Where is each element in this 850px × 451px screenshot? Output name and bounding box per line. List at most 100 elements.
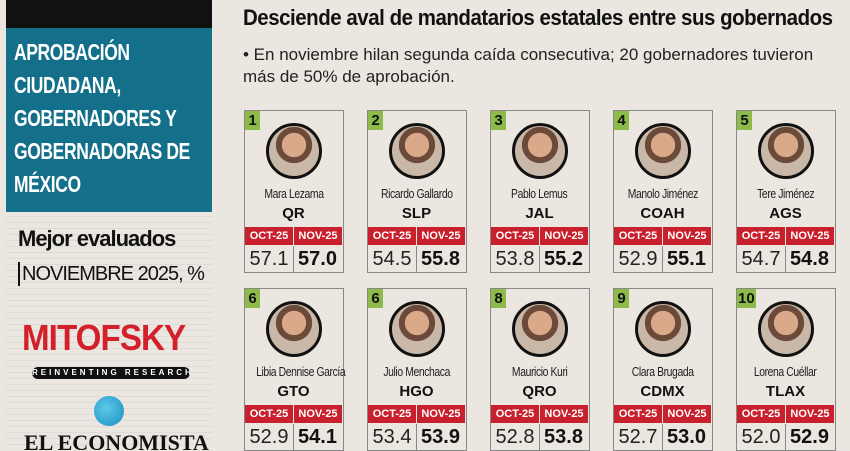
period: NOVIEMBRE 2025, % (18, 262, 205, 286)
governor-name: Manolo Jiménez (627, 186, 698, 201)
nov-value: 53.0 (662, 424, 710, 450)
governor-name-row: Libia Dennise García (245, 363, 346, 380)
avatar (266, 123, 322, 179)
oct-value: 54.5 (372, 248, 412, 270)
rank-badge: 8 (491, 289, 506, 308)
sidebar: APROBACIÓN CIUDADANA, GOBERNADORES Y GOB… (6, 0, 212, 450)
nov-header: NOV-25 (294, 227, 342, 245)
oct-value: 53.4 (372, 426, 412, 448)
avatar (389, 301, 445, 357)
oct-header: OCT-25 (614, 227, 662, 245)
avatar (512, 301, 568, 357)
nov-header: NOV-25 (294, 405, 342, 423)
governor-name-row: Clara Brugada (614, 363, 711, 380)
oct-value: 57.1 (249, 248, 289, 270)
governor-name-row: Pablo Lemus (491, 185, 588, 202)
governor-name-row: Julio Menchaca (368, 363, 465, 380)
state: JAL (525, 205, 554, 222)
governor-card: 9 Clara Brugada CDMX OCT-25 NOV-25 52.7 … (613, 288, 713, 451)
avatar (389, 123, 445, 179)
nov-header: NOV-25 (417, 405, 465, 423)
nov-value: 52.9 (785, 424, 833, 450)
rank-badge: 5 (737, 111, 752, 130)
avatar (512, 123, 568, 179)
infographic-title: APROBACIÓN CIUDADANA, GOBERNADORES Y GOB… (14, 39, 190, 197)
state: SLP (401, 205, 432, 222)
avatar (635, 123, 691, 179)
mitofsky-tagline: REINVENTING RESEARCH (32, 367, 190, 379)
oct-header: OCT-25 (368, 227, 416, 245)
nov-value: 55.8 (416, 246, 464, 272)
nov-value: 54.1 (293, 424, 341, 450)
rank-badge: 10 (737, 289, 756, 308)
rank-badge: 4 (614, 111, 629, 130)
governor-name: Tere Jiménez (756, 186, 815, 201)
avatar (266, 301, 322, 357)
governor-card: 8 Mauricio Kuri QRO OCT-25 NOV-25 52.8 5… (490, 288, 590, 451)
governor-card: 3 Pablo Lemus JAL OCT-25 NOV-25 53.8 55.… (490, 110, 590, 273)
oct-header: OCT-25 (245, 227, 293, 245)
governor-card: 6 Julio Menchaca HGO OCT-25 NOV-25 53.4 … (367, 288, 467, 451)
governor-card: 10 Lorena Cuéllar TLAX OCT-25 NOV-25 52.… (736, 288, 836, 451)
state: QRO (522, 383, 557, 400)
governor-card: 5 Tere Jiménez AGS OCT-25 NOV-25 54.7 54… (736, 110, 836, 273)
governor-name: Clara Brugada (631, 364, 694, 379)
rank-badge: 3 (491, 111, 506, 130)
governor-name: Libia Dennise García (256, 364, 346, 379)
governor-name-row: Lorena Cuéllar (737, 363, 834, 380)
oct-header: OCT-25 (491, 405, 539, 423)
nov-header: NOV-25 (786, 227, 834, 245)
oct-value: 53.8 (495, 248, 535, 270)
avatar (758, 301, 814, 357)
governor-name: Mara Lezama (263, 186, 324, 201)
oct-header: OCT-25 (737, 405, 785, 423)
governor-name: Julio Menchaca (383, 364, 450, 379)
nov-value: 54.8 (785, 246, 833, 272)
nov-header: NOV-25 (663, 405, 711, 423)
rank-badge: 2 (368, 111, 383, 130)
nov-value: 53.9 (416, 424, 464, 450)
avatar (758, 123, 814, 179)
oct-value: 52.0 (741, 426, 781, 448)
governor-name: Lorena Cuéllar (754, 364, 817, 379)
governor-name-row: Mauricio Kuri (491, 363, 588, 380)
rank-badge: 6 (368, 289, 383, 308)
state: COAH (640, 205, 685, 222)
nov-value: 55.1 (662, 246, 710, 272)
state: AGS (769, 205, 802, 222)
governor-name: Ricardo Gallardo (380, 186, 453, 201)
nov-header: NOV-25 (540, 227, 588, 245)
rank-badge: 1 (245, 111, 260, 130)
state: QR (282, 205, 305, 222)
oct-header: OCT-25 (614, 405, 662, 423)
oct-value: 52.7 (618, 426, 658, 448)
subtitle: Mejor evaluados (18, 226, 176, 251)
oct-value: 54.7 (741, 248, 781, 270)
governor-name-row: Tere Jiménez (737, 185, 834, 202)
governor-name-row: Mara Lezama (245, 185, 342, 202)
avatar (635, 301, 691, 357)
governor-card: 4 Manolo Jiménez COAH OCT-25 NOV-25 52.9… (613, 110, 713, 273)
state: GTO (277, 383, 310, 400)
state: TLAX (765, 383, 806, 400)
oct-header: OCT-25 (245, 405, 293, 423)
nov-value: 53.8 (539, 424, 587, 450)
nov-header: NOV-25 (786, 405, 834, 423)
oct-header: OCT-25 (491, 227, 539, 245)
rank-badge: 9 (614, 289, 629, 308)
title-panel: APROBACIÓN CIUDADANA, GOBERNADORES Y GOB… (6, 28, 212, 212)
headline: Desciende aval de mandatarios estatales … (243, 5, 833, 30)
description: • En noviembre hilan segunda caída conse… (243, 45, 814, 86)
nov-header: NOV-25 (540, 405, 588, 423)
governor-name: Pablo Lemus (511, 186, 568, 201)
rank-badge: 6 (245, 289, 260, 308)
oct-header: OCT-25 (368, 405, 416, 423)
oct-value: 52.9 (249, 426, 289, 448)
oct-header: OCT-25 (737, 227, 785, 245)
state: CDMX (640, 383, 685, 400)
nov-header: NOV-25 (663, 227, 711, 245)
nov-value: 55.2 (539, 246, 587, 272)
governor-name-row: Manolo Jiménez (614, 185, 711, 202)
oct-value: 52.9 (618, 248, 658, 270)
oct-value: 52.8 (495, 426, 535, 448)
